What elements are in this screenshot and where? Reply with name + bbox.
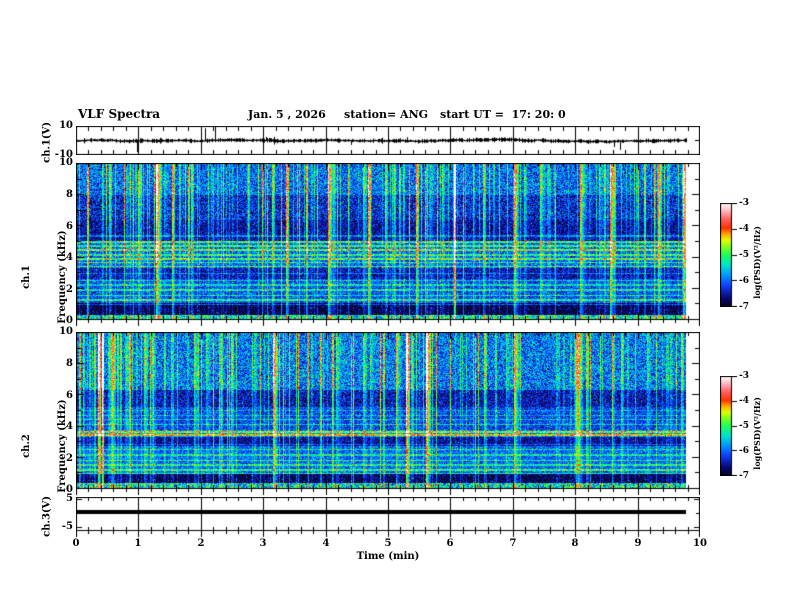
cb-tick-label: -5: [739, 250, 749, 260]
cb-tick-label: -4: [739, 396, 749, 406]
y-tick-label: 4: [66, 252, 73, 263]
ch3v-axis-title: ch.3(V): [27, 488, 66, 568]
cb-tick-label: -6: [739, 276, 749, 286]
y-tick-label: 6: [66, 221, 73, 232]
y-tick-label: 6: [66, 390, 73, 401]
y-tick-label: 5: [66, 493, 73, 504]
ch1-spectrogram-plot: [76, 163, 700, 328]
cb2-axis-title: log(PSD)(V²/Hz): [739, 383, 775, 495]
x-tick-label: 3: [259, 538, 267, 549]
y-tick-label: 10: [59, 157, 73, 168]
ch1f-axis-channel: ch.1: [21, 265, 32, 289]
cb1-axis-title-text: log(PSD)(V²/Hz): [752, 226, 762, 299]
x-tick-label: 4: [322, 538, 330, 549]
cb2-axis-title-text: log(PSD)(V²/Hz): [752, 397, 762, 470]
y-tick-label: 2: [66, 453, 73, 464]
y-tick-label: 10: [59, 120, 73, 131]
station-label: station= ANG: [344, 108, 429, 121]
x-tick-label: 9: [634, 538, 642, 549]
y-tick-label: -5: [61, 521, 73, 532]
cb-tick-label: -7: [739, 302, 749, 312]
y-tick-label: 0: [66, 315, 73, 326]
x-tick-label: 7: [509, 538, 517, 549]
ch3v-axis-title-text: ch.3(V): [41, 495, 53, 537]
cb-tick-label: -7: [739, 471, 749, 481]
y-tick-label: -10: [54, 149, 73, 160]
x-tick-label: 2: [197, 538, 205, 549]
ch3-waveform-plot: [76, 497, 700, 538]
x-axis-title: Time (min): [356, 551, 420, 562]
ch2-spectrogram-plot: [76, 332, 700, 497]
cb-tick-label: -6: [739, 446, 749, 456]
cb1-axis-title: log(PSD)(V²/Hz): [739, 212, 775, 324]
x-tick-label: 6: [446, 538, 454, 549]
colorbar-ch2: [720, 376, 738, 476]
x-tick-label: 5: [384, 538, 392, 549]
y-tick-label: 8: [66, 189, 73, 200]
ch1f-axis-title: ch.1 Frequency (kHz): [0, 197, 93, 357]
cb-tick-label: -4: [739, 224, 749, 234]
date-label: Jan. 5 , 2026: [248, 108, 326, 121]
x-tick-label: 8: [571, 538, 579, 549]
y-tick-label: 4: [66, 421, 73, 432]
x-tick-label: 1: [134, 538, 142, 549]
cb-tick-label: -3: [739, 371, 749, 381]
start-ut-label: start UT = 17: 20: 0: [440, 108, 566, 121]
cb-tick-label: -5: [739, 421, 749, 431]
y-tick-label: 2: [66, 284, 73, 295]
cb-tick-label: -3: [739, 198, 749, 208]
y-tick-label: 10: [59, 326, 73, 337]
ch1-waveform-plot: [76, 126, 700, 155]
y-tick-label: 8: [66, 358, 73, 369]
y-tick-label: 0: [66, 484, 73, 495]
x-tick-label: 10: [693, 538, 707, 549]
x-tick-label: 0: [72, 538, 80, 549]
page-title: VLF Spectra: [78, 107, 161, 121]
colorbar-ch1: [720, 203, 738, 307]
ch1v-axis-title: ch.1(V): [27, 114, 66, 194]
